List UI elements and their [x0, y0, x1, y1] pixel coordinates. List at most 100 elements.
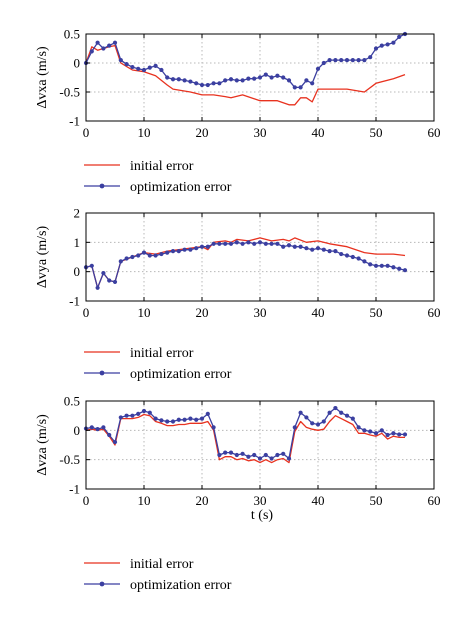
- data-point: [344, 413, 350, 418]
- data-point: [147, 253, 152, 258]
- data-point: [199, 82, 205, 88]
- data-point: [252, 452, 257, 458]
- x-tick-label: 20: [196, 125, 209, 140]
- data-point: [95, 285, 100, 290]
- data-point: [130, 413, 135, 418]
- data-point: [170, 249, 176, 254]
- y-axis-label: Δvxa (m/s): [35, 46, 50, 109]
- data-point: [350, 58, 355, 63]
- data-point: [153, 63, 158, 68]
- data-point: [362, 428, 367, 433]
- y-tick-label: 1: [74, 235, 81, 250]
- data-point: [107, 278, 112, 283]
- data-point: [350, 416, 355, 421]
- x-tick-label: 0: [83, 305, 90, 320]
- data-point: [176, 77, 181, 82]
- legend-label: optimization error: [130, 578, 232, 593]
- x-tick-label: 30: [254, 305, 267, 320]
- x-tick-label: 30: [254, 125, 267, 140]
- data-point: [269, 75, 274, 80]
- data-point: [263, 452, 268, 458]
- series-line-initial-error: [85, 237, 406, 289]
- data-point: [339, 58, 344, 63]
- y-tick-label: 0.5: [64, 394, 80, 409]
- data-point: [118, 415, 123, 420]
- data-point: [402, 268, 408, 273]
- y-axis-label: Δvya (m/s): [35, 226, 50, 289]
- data-point: [333, 249, 338, 254]
- data-point: [281, 75, 286, 80]
- legend: initial error optimization error: [84, 159, 232, 195]
- y-tick-label: 0: [74, 264, 81, 279]
- data-point: [310, 421, 315, 426]
- data-point: [176, 249, 181, 254]
- data-point: [344, 253, 350, 258]
- data-point: [112, 439, 118, 445]
- data-point: [182, 417, 187, 422]
- legend-label: initial error: [130, 557, 194, 572]
- data-point: [286, 456, 292, 461]
- data-point: [234, 452, 239, 458]
- data-point: [304, 246, 309, 251]
- data-point: [165, 75, 170, 80]
- data-point: [136, 66, 141, 71]
- data-point: [310, 247, 315, 252]
- data-point: [385, 263, 390, 268]
- data-point: [188, 416, 193, 421]
- data-point: [391, 265, 396, 270]
- data-point: [211, 81, 216, 86]
- data-point: [240, 78, 245, 83]
- data-point: [199, 244, 205, 249]
- data-point: [205, 82, 210, 88]
- data-point: [159, 67, 164, 73]
- data-point: [153, 416, 158, 421]
- data-point: [292, 244, 297, 249]
- series-line-initial-error: [85, 413, 405, 464]
- x-tick-label: 60: [428, 305, 441, 320]
- data-point: [246, 76, 251, 81]
- data-point: [159, 418, 164, 423]
- data-point: [194, 417, 199, 422]
- data-point: [234, 240, 239, 245]
- data-point: [159, 251, 164, 257]
- data-point: [107, 43, 112, 48]
- data-point: [165, 419, 170, 424]
- data-point: [385, 42, 390, 47]
- y-tick-label: -1: [69, 114, 80, 129]
- data-point: [275, 73, 280, 78]
- data-point: [112, 279, 118, 285]
- data-point: [89, 263, 94, 268]
- data-point: [223, 450, 228, 455]
- data-point: [176, 417, 181, 422]
- data-point: [310, 81, 315, 86]
- data-point: [286, 78, 292, 83]
- y-tick-label: 0: [74, 423, 81, 438]
- data-point: [327, 410, 332, 415]
- legend-marker: [99, 581, 105, 587]
- x-tick-label: 20: [196, 305, 209, 320]
- data-point: [391, 431, 396, 436]
- data-point: [368, 55, 373, 60]
- data-point: [228, 450, 234, 455]
- data-point: [89, 425, 94, 430]
- data-point: [170, 77, 176, 82]
- x-tick-label: 0: [83, 125, 90, 140]
- data-point: [379, 43, 384, 48]
- data-point: [257, 240, 263, 245]
- legend-marker: [99, 183, 105, 189]
- data-point: [153, 253, 158, 258]
- data-point: [188, 247, 193, 252]
- data-point: [136, 411, 141, 417]
- data-point: [397, 266, 402, 271]
- legend-label: optimization error: [130, 367, 232, 382]
- data-point: [362, 58, 367, 63]
- data-point: [315, 422, 321, 427]
- data-point: [228, 241, 234, 246]
- data-point: [321, 60, 326, 66]
- data-point: [373, 46, 379, 51]
- data-point: [101, 271, 106, 276]
- x-axis-label: t (s): [251, 508, 274, 523]
- data-point: [281, 244, 286, 249]
- y-tick-label: 0.5: [64, 27, 80, 42]
- y-tick-label: -0.5: [59, 85, 80, 100]
